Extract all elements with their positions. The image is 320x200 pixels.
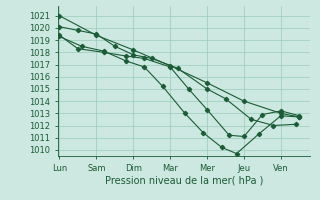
X-axis label: Pression niveau de la mer( hPa ): Pression niveau de la mer( hPa ) xyxy=(105,175,263,185)
